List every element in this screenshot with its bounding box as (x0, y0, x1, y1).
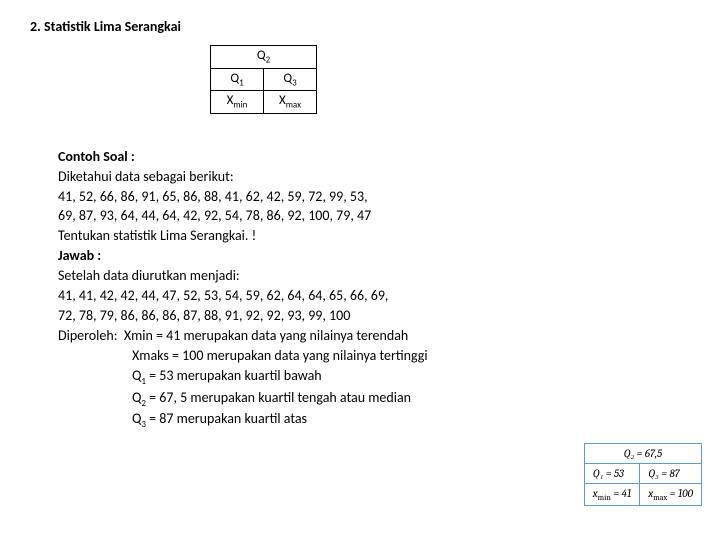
label-jawab: Jawab : (58, 247, 690, 266)
summary-xmin: xmin = 41 (584, 483, 640, 505)
summary-q3: Q₃ = 87 (640, 463, 702, 483)
diagram-q2: Q2 (211, 46, 317, 69)
section-title: 2. Statistik Lima Serangkai (30, 18, 690, 35)
diagram-xmax: Xmax (264, 91, 317, 114)
diagram-xmin: Xmin (211, 91, 264, 114)
result-xmax: Xmaks = 100 merupakan data yang nilainya… (132, 347, 690, 366)
data-line-1: 41, 52, 66, 86, 91, 65, 86, 88, 41, 62, … (58, 188, 690, 207)
content-block: Contoh Soal : Diketahui data sebagai ber… (58, 148, 690, 432)
summary-q2: Q₂ = 67,5 (584, 443, 701, 463)
label-contoh: Contoh Soal : (58, 148, 690, 167)
sorted-line-1: 41, 41, 42, 42, 44, 47, 52, 53, 54, 59, … (58, 287, 690, 306)
diagram-q1: Q1 (211, 68, 264, 91)
result-q3: Q3 = 87 merupakan kuartil atas (132, 410, 690, 431)
result-xmin: Xmin = 41 merupakan data yang nilainya t… (124, 327, 408, 344)
summary-xmax: xmax = 100 (640, 483, 702, 505)
five-number-diagram: Q2 Q1 Q3 Xmin Xmax (210, 45, 317, 114)
summary-q1: Q₁ = 53 (584, 463, 640, 483)
label-tentukan: Tentukan statistik Lima Serangkai. ! (58, 227, 690, 246)
summary-table: Q₂ = 67,5 Q₁ = 53 Q₃ = 87 xmin = 41 xmax… (584, 443, 702, 506)
diagram-q3: Q3 (264, 68, 317, 91)
result-q1: Q1 = 53 merupakan kuartil bawah (132, 367, 690, 388)
label-urut: Setelah data diurutkan menjadi: (58, 267, 690, 286)
sorted-line-2: 72, 78, 79, 86, 86, 86, 87, 88, 91, 92, … (58, 307, 690, 326)
label-diketahui: Diketahui data sebagai berikut: (58, 168, 690, 187)
result-q2: Q2 = 67, 5 merupakan kuartil tengah atau… (132, 389, 690, 410)
results-block: Diperoleh: Xmin = 41 merupakan data yang… (58, 327, 690, 346)
label-diperoleh: Diperoleh: (58, 327, 117, 344)
data-line-2: 69, 87, 93, 64, 44, 64, 42, 92, 54, 78, … (58, 207, 690, 226)
